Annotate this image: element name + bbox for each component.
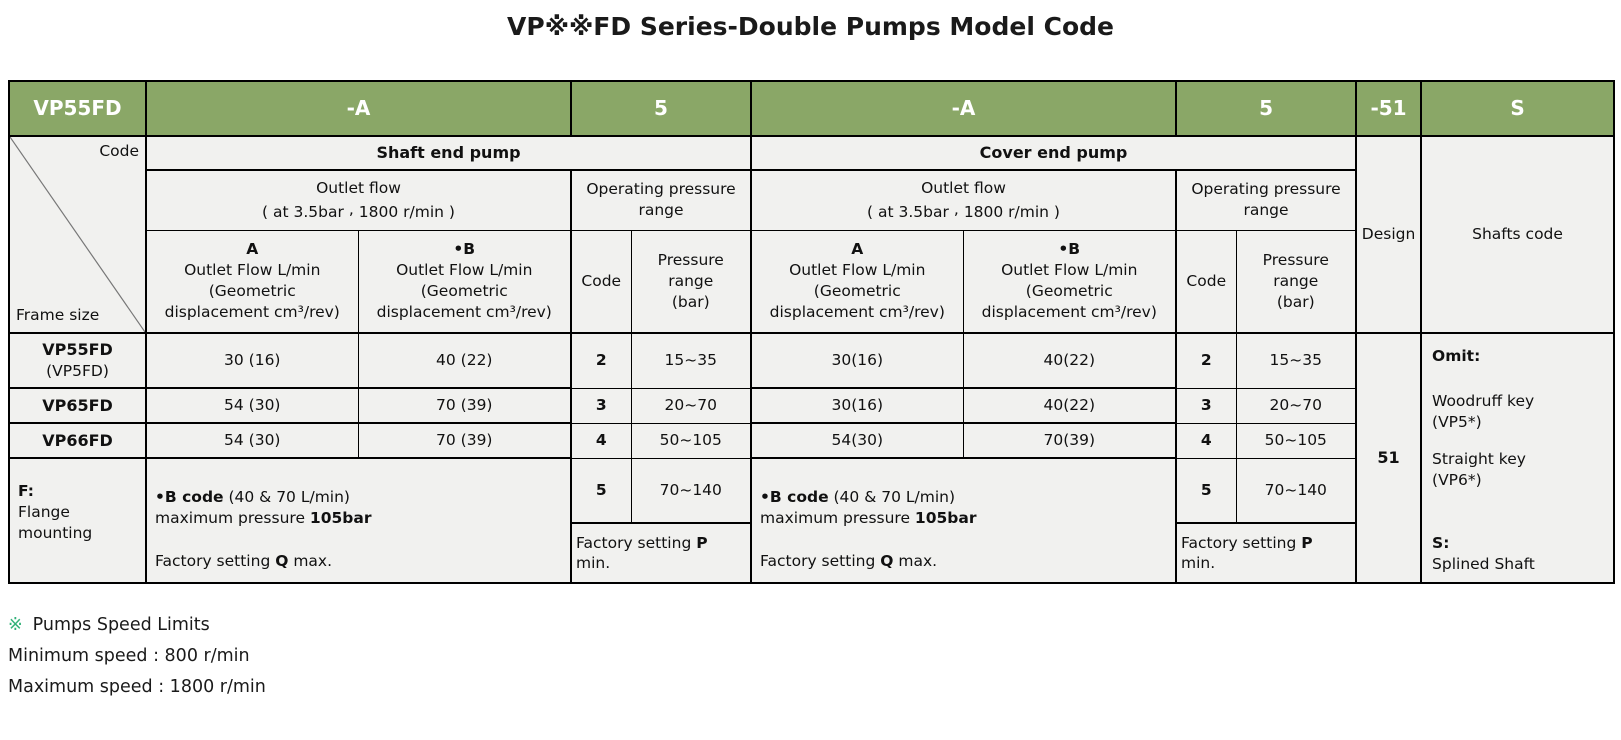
shaft-b-flow: 70 (39): [357, 422, 572, 459]
page-title: VP※※FD Series-Double Pumps Model Code: [507, 12, 1114, 41]
shafts-code-header: Shafts code: [1420, 135, 1615, 334]
shaft-b-flow: 40 (22): [357, 332, 572, 389]
mounting-note-cell: F: Flange mounting: [8, 456, 147, 584]
cover-a-flow: 54(30): [750, 422, 964, 459]
model-design-cell: -51: [1355, 80, 1423, 137]
cover-factory-setting-note: Factory setting P min.: [1175, 522, 1357, 584]
cover-col-a-header: A Outlet Flow L/min (Geometric displacem…: [750, 229, 964, 334]
model-shaft-variant-cell: -A: [145, 80, 572, 137]
model-shaft-pressure-code-cell: 5: [569, 80, 753, 137]
group-header-row: Outlet flow ( at 3.5bar, 1800 r/min ) Ope…: [9, 169, 1614, 231]
minimum-speed-note: Minimum speed : 800 r/min: [8, 646, 250, 667]
cover-pressure-col-header: Pressure range (bar): [1235, 229, 1357, 334]
column-header-row: A Outlet Flow L/min (Geometric displacem…: [9, 229, 1614, 334]
frame-name-cell: VP55FD (VP5FD): [8, 332, 147, 389]
cover-a-flow: 30(16): [750, 387, 964, 424]
footnotes: ※ Pumps Speed Limits Minimum speed : 800 …: [8, 610, 1621, 703]
shaft-pressure-code: 4: [570, 422, 632, 459]
shaft-b-code-note: •B code (40 & 70 L/min) maximum pressure…: [145, 456, 572, 584]
cover-b-flow: 40(22): [962, 332, 1177, 389]
reference-mark: ※: [8, 615, 23, 636]
diagonal-divider: [10, 137, 145, 332]
mounting-label: Flange mounting: [18, 502, 93, 542]
shafts-s-label: S:: [1432, 533, 1450, 552]
cover-pressure-code: 5: [1175, 457, 1237, 524]
shaft-col-a-header: A Outlet Flow L/min (Geometric displacem…: [145, 229, 359, 334]
cover-pressure-range: 20~70: [1235, 387, 1357, 424]
maximum-speed-note: Maximum speed : 1800 r/min: [8, 677, 266, 698]
bottom-code5-row: F: Flange mounting •B code (40 & 70 L/mi…: [8, 456, 1614, 584]
frame-size-label: Frame size: [16, 306, 100, 325]
bottom-factory-row: Factory setting P min. Factory setting P…: [9, 522, 1614, 584]
section-header-row: Code Frame size Shaft end pump Cover end…: [8, 135, 1615, 334]
table-row-vp55fd: VP55FD (VP5FD) 30 (16) 40 (22) 2 15~35 3…: [8, 331, 1615, 584]
outlet-flow-title: Outlet flow: [316, 178, 401, 197]
mid-comma: ,: [348, 199, 354, 218]
shaft-pressure-range: 70~140: [630, 457, 752, 524]
outlet-flow-title: Outlet flow: [921, 178, 1006, 197]
design-value: 51: [1355, 331, 1422, 584]
shaft-pressure-range: 15~35: [630, 332, 752, 389]
shaft-pressure-code: 5: [570, 457, 632, 524]
frame-name-cell: VP66FD: [8, 422, 147, 459]
shaft-factory-setting-note: Factory setting P min.: [569, 522, 752, 584]
shaft-pressure-code: 2: [570, 332, 632, 389]
model-shafts-cell: S: [1420, 80, 1616, 137]
code-frame-size-header-cell: Code Frame size: [8, 135, 147, 334]
model-cover-variant-cell: -A: [750, 80, 1178, 137]
model-code-table: VP55FD -A 5 -A 5 -51 S Code Frame size S…: [8, 80, 1616, 585]
cover-pressure-code: 3: [1175, 387, 1237, 424]
cover-pressure-range: 15~35: [1235, 332, 1357, 389]
shaft-pressure-col-header: Pressure range (bar): [630, 229, 752, 334]
pumps-speed-limits-heading: ※ Pumps Speed Limits: [8, 615, 210, 636]
shaft-a-flow: 54 (30): [145, 422, 359, 459]
outlet-flow-condition: ( at 3.5bar, 1800 r/min ): [262, 199, 455, 221]
shafts-omit-label: Omit:: [1432, 347, 1481, 365]
shaft-operating-pressure-header: Operating pressure range: [569, 169, 752, 231]
shaft-a-flow: 54 (30): [145, 387, 359, 424]
cover-code-col-header: Code: [1175, 229, 1237, 334]
shaft-end-pump-header: Shaft end pump: [144, 135, 752, 171]
shafts-splined: Splined Shaft: [1432, 554, 1535, 573]
shaft-a-flow: 30 (16): [145, 332, 359, 389]
shaft-pressure-range: 50~105: [630, 422, 752, 459]
shaft-pressure-code: 3: [570, 387, 632, 424]
shaft-code-col-header: Code: [570, 229, 632, 334]
model-cover-pressure-code-cell: 5: [1175, 80, 1358, 137]
code-label: Code: [99, 142, 139, 160]
shaft-col-b-header: •B Outlet Flow L/min (Geometric displace…: [357, 229, 572, 334]
cover-pressure-range: 50~105: [1235, 422, 1357, 459]
shaft-pressure-range: 20~70: [630, 387, 752, 424]
table-row-vp65fd: VP65FD 54 (30) 70 (39) 3 20~70 30(16) 40…: [8, 387, 1614, 424]
design-header: Design: [1355, 135, 1422, 334]
cover-operating-pressure-header: Operating pressure range: [1175, 169, 1357, 231]
cover-pressure-code: 4: [1175, 422, 1237, 459]
outlet-flow-condition: ( at 3.5bar, 1800 r/min ): [867, 199, 1060, 221]
cover-a-flow: 30(16): [750, 332, 964, 389]
model-code-row: VP55FD -A 5 -A 5 -51 S: [8, 80, 1616, 137]
shafts-code-note: Omit: Woodruff key (VP5*) Straight key (…: [1420, 331, 1615, 584]
cover-pressure-range: 70~140: [1235, 457, 1357, 524]
cover-pressure-code: 2: [1175, 332, 1237, 389]
cover-outlet-flow-header: Outlet flow ( at 3.5bar, 1800 r/min ): [750, 169, 1177, 231]
model-frame-cell: VP55FD: [8, 80, 147, 137]
cover-col-b-header: •B Outlet Flow L/min (Geometric displace…: [962, 229, 1177, 334]
mid-comma: ,: [953, 199, 959, 218]
shafts-straight: Straight key (VP6*): [1432, 449, 1526, 489]
shaft-outlet-flow-header: Outlet flow ( at 3.5bar, 1800 r/min ): [145, 169, 572, 231]
mounting-f-label: F:: [18, 482, 34, 500]
shaft-b-flow: 70 (39): [357, 387, 572, 424]
cover-b-flow: 70(39): [962, 422, 1177, 459]
cover-b-code-note: •B code (40 & 70 L/min) maximum pressure…: [750, 456, 1177, 584]
cover-end-pump-header: Cover end pump: [750, 135, 1357, 171]
shafts-woodruff: Woodruff key (VP5*): [1432, 391, 1535, 431]
frame-name-cell: VP65FD: [8, 387, 147, 424]
cover-b-flow: 40(22): [962, 387, 1177, 424]
